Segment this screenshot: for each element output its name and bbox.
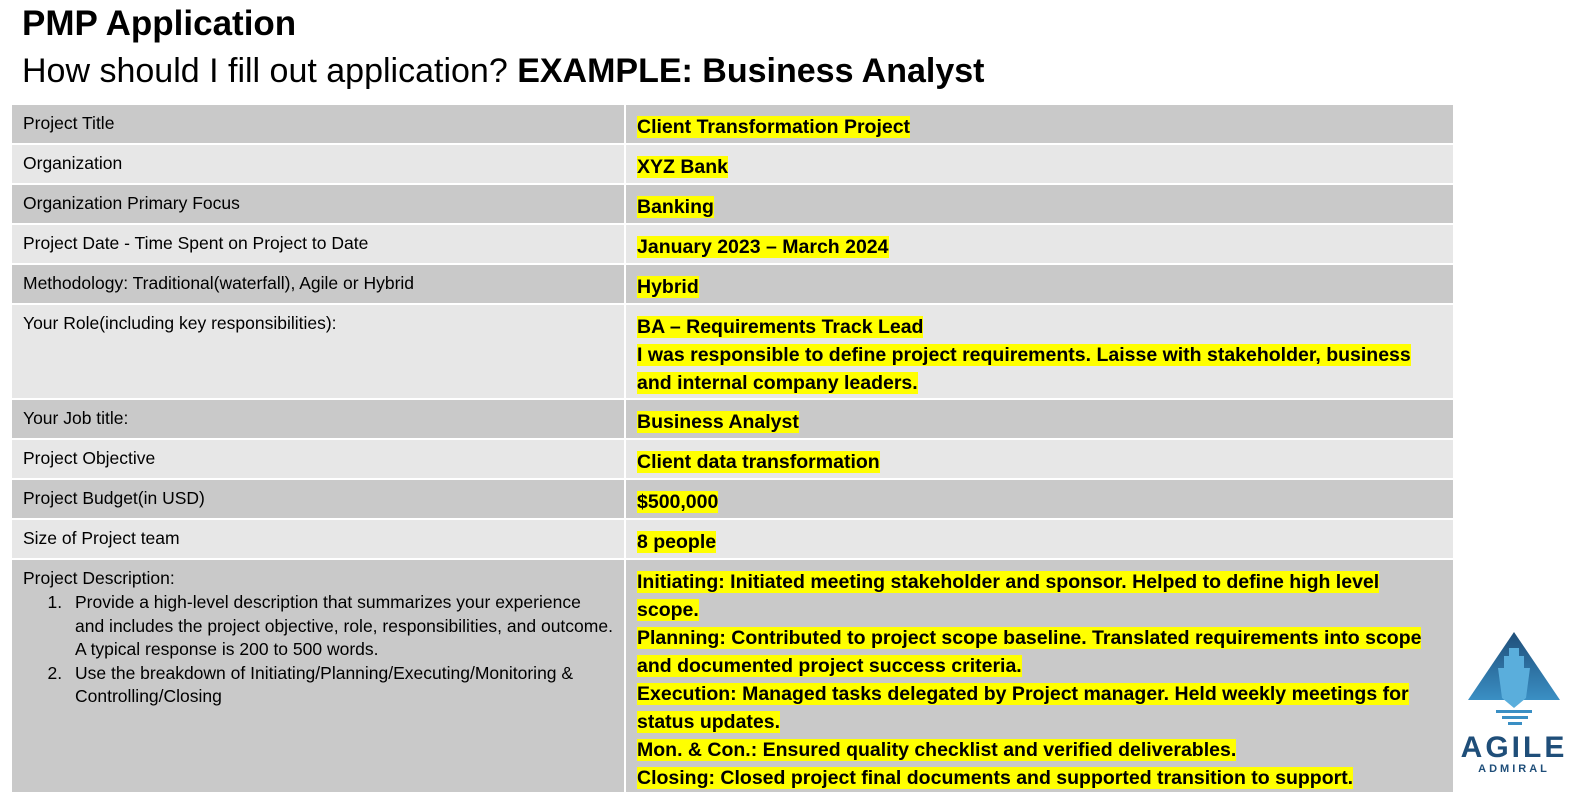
table-row: Project Title Client Transformation Proje… xyxy=(10,103,1455,145)
value-text: Banking xyxy=(637,196,714,218)
ship-icon xyxy=(1468,632,1560,725)
value-text: Mon. & Con.: Ensured quality checklist a… xyxy=(637,739,1237,761)
field-label: Your Role(including key responsibilities… xyxy=(10,303,626,400)
value-text: Planning: Contributed to project scope b… xyxy=(637,627,1422,677)
value-text: Hybrid xyxy=(637,276,699,298)
value-text: Client Transformation Project xyxy=(637,116,911,138)
application-table: Project Title Client Transformation Proje… xyxy=(10,103,1455,794)
table-row: Size of Project team 8 people xyxy=(10,518,1455,560)
value-text: BA – Requirements Track Lead xyxy=(637,316,924,338)
table-row: Project Description: Provide a high-leve… xyxy=(10,558,1455,794)
value-text: Client data transformation xyxy=(637,451,880,473)
field-label: Project Objective xyxy=(10,438,626,480)
field-value: BA – Requirements Track Lead I was respon… xyxy=(624,303,1455,400)
field-label: Project Date - Time Spent on Project to … xyxy=(10,223,626,265)
field-label: Size of Project team xyxy=(10,518,626,560)
value-text: Execution: Managed tasks delegated by Pr… xyxy=(637,683,1409,733)
table-row: Organization XYZ Bank xyxy=(10,143,1455,185)
field-label: Project Budget(in USD) xyxy=(10,478,626,520)
field-value: January 2023 – March 2024 xyxy=(624,223,1455,265)
field-value: Initiating: Initiated meeting stakeholde… xyxy=(624,558,1455,794)
value-text: XYZ Bank xyxy=(637,156,729,178)
value-text: I was responsible to define project requ… xyxy=(637,344,1411,394)
agile-admiral-logo: AGILE ADMIRAL xyxy=(1458,628,1570,775)
description-instructions: Provide a high-level description that su… xyxy=(23,591,613,709)
field-value: Client Transformation Project xyxy=(624,103,1455,145)
logo-text: AGILE xyxy=(1460,731,1568,764)
value-text: 8 people xyxy=(637,531,717,553)
field-value: Client data transformation xyxy=(624,438,1455,480)
table-row: Project Date - Time Spent on Project to … xyxy=(10,223,1455,265)
table-row: Project Budget(in USD) $500,000 xyxy=(10,478,1455,520)
field-value: Hybrid xyxy=(624,263,1455,305)
page-subtitle: How should I fill out application? EXAMP… xyxy=(22,52,985,91)
table-row: Organization Primary Focus Banking xyxy=(10,183,1455,225)
field-label: Organization xyxy=(10,143,626,185)
description-label: Project Description: xyxy=(23,568,175,588)
instruction-item: Provide a high-level description that su… xyxy=(67,591,613,662)
table-row: Your Role(including key responsibilities… xyxy=(10,303,1455,400)
field-label: Your Job title: xyxy=(10,398,626,440)
page-title: PMP Application xyxy=(22,4,297,43)
field-value: XYZ Bank xyxy=(624,143,1455,185)
field-value: Business Analyst xyxy=(624,398,1455,440)
value-text: January 2023 – March 2024 xyxy=(637,236,889,258)
value-text: Closing: Closed project final documents … xyxy=(637,767,1354,789)
field-label: Project Description: Provide a high-leve… xyxy=(10,558,626,794)
field-value: Banking xyxy=(624,183,1455,225)
field-label: Project Title xyxy=(10,103,626,145)
table-row: Project Objective Client data transformat… xyxy=(10,438,1455,480)
value-text: $500,000 xyxy=(637,491,719,513)
logo-subtext: ADMIRAL xyxy=(1478,763,1550,775)
table-row: Methodology: Traditional(waterfall), Agi… xyxy=(10,263,1455,305)
value-text: Initiating: Initiated meeting stakeholde… xyxy=(637,571,1380,621)
value-text: Business Analyst xyxy=(637,411,799,433)
field-value: 8 people xyxy=(624,518,1455,560)
field-label: Methodology: Traditional(waterfall), Agi… xyxy=(10,263,626,305)
table-row: Your Job title: Business Analyst xyxy=(10,398,1455,440)
subtitle-text: How should I fill out application? xyxy=(22,52,518,90)
field-label: Organization Primary Focus xyxy=(10,183,626,225)
instruction-item: Use the breakdown of Initiating/Planning… xyxy=(67,662,613,709)
subtitle-example: EXAMPLE: Business Analyst xyxy=(517,52,985,90)
field-value: $500,000 xyxy=(624,478,1455,520)
